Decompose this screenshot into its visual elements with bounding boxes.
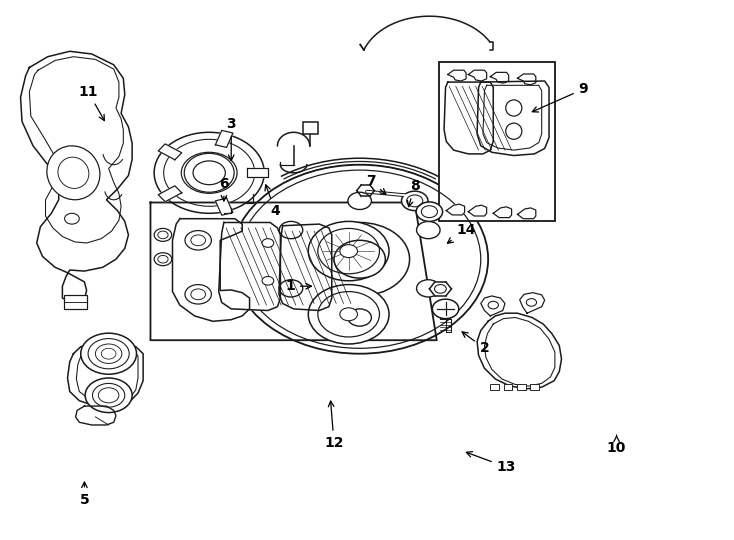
Circle shape: [154, 228, 172, 241]
Polygon shape: [68, 341, 143, 406]
Polygon shape: [172, 219, 250, 321]
Circle shape: [308, 221, 389, 281]
Polygon shape: [481, 296, 505, 316]
Circle shape: [432, 299, 459, 319]
Polygon shape: [477, 313, 562, 389]
Circle shape: [154, 253, 172, 266]
Polygon shape: [215, 198, 233, 215]
Circle shape: [401, 191, 428, 211]
Circle shape: [262, 276, 274, 285]
Text: 14: 14: [448, 222, 476, 243]
Circle shape: [185, 231, 211, 250]
Text: 3: 3: [226, 117, 236, 160]
Circle shape: [348, 192, 371, 210]
Ellipse shape: [47, 146, 100, 200]
Polygon shape: [247, 168, 268, 177]
Circle shape: [185, 285, 211, 304]
Circle shape: [334, 240, 385, 278]
Ellipse shape: [506, 100, 522, 116]
Text: 12: 12: [324, 401, 344, 450]
Circle shape: [526, 299, 537, 306]
Polygon shape: [21, 51, 132, 303]
Polygon shape: [76, 406, 116, 425]
Text: 9: 9: [532, 82, 589, 112]
Polygon shape: [279, 224, 332, 310]
Polygon shape: [448, 70, 466, 81]
Circle shape: [85, 378, 132, 413]
Circle shape: [340, 308, 357, 321]
Text: 1: 1: [285, 279, 311, 293]
Ellipse shape: [506, 123, 522, 139]
Polygon shape: [444, 82, 493, 154]
Text: 11: 11: [79, 85, 104, 120]
Text: 7: 7: [366, 174, 386, 194]
Bar: [504, 384, 512, 390]
Polygon shape: [490, 72, 509, 83]
Text: 4: 4: [265, 185, 280, 218]
Bar: [530, 384, 539, 390]
Bar: [439, 62, 555, 221]
Polygon shape: [215, 130, 233, 147]
Circle shape: [348, 309, 371, 326]
Polygon shape: [517, 208, 536, 219]
Polygon shape: [477, 81, 549, 156]
Bar: [64, 295, 87, 309]
Polygon shape: [219, 222, 280, 310]
Polygon shape: [520, 293, 545, 313]
Bar: [490, 384, 499, 390]
Circle shape: [417, 280, 440, 297]
Polygon shape: [468, 205, 487, 216]
Circle shape: [262, 239, 274, 247]
Text: 2: 2: [462, 332, 490, 355]
Circle shape: [231, 165, 488, 354]
Circle shape: [279, 280, 302, 297]
Circle shape: [193, 161, 225, 185]
Polygon shape: [159, 186, 182, 201]
Circle shape: [81, 333, 137, 374]
Circle shape: [279, 221, 302, 239]
Polygon shape: [159, 144, 182, 160]
Text: 8: 8: [407, 179, 420, 207]
Polygon shape: [150, 202, 437, 340]
Circle shape: [488, 301, 498, 309]
Text: 6: 6: [219, 177, 229, 201]
Circle shape: [340, 245, 357, 258]
Circle shape: [65, 213, 79, 224]
Polygon shape: [493, 207, 512, 218]
Text: 5: 5: [79, 482, 90, 507]
Circle shape: [417, 221, 440, 239]
Polygon shape: [468, 70, 487, 81]
Polygon shape: [446, 204, 465, 215]
Bar: [303, 122, 318, 134]
Text: 13: 13: [466, 451, 516, 474]
Text: 10: 10: [607, 435, 626, 455]
Polygon shape: [429, 282, 451, 296]
Circle shape: [154, 132, 264, 213]
Circle shape: [308, 285, 389, 344]
Polygon shape: [517, 74, 536, 85]
Bar: [517, 384, 526, 390]
Circle shape: [416, 202, 443, 221]
